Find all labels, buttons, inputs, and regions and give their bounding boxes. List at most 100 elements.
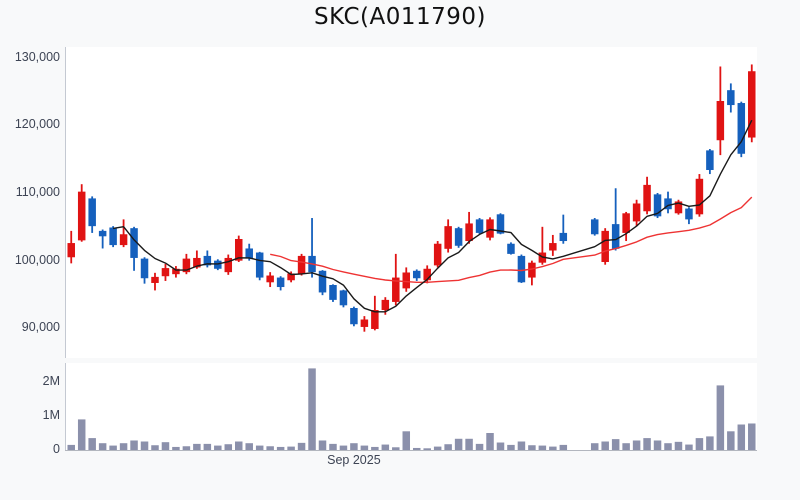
candle-body xyxy=(465,223,473,242)
volume-bar xyxy=(67,444,75,450)
volume-bar xyxy=(130,440,138,450)
volume-bar xyxy=(486,433,494,450)
candle-body xyxy=(318,270,327,293)
volume-bar xyxy=(77,419,86,450)
candle-body xyxy=(67,243,75,258)
volume-bar xyxy=(350,443,358,450)
volume-bar xyxy=(643,438,651,450)
candle-body xyxy=(601,230,609,263)
candle-body xyxy=(727,90,735,106)
volume-bar xyxy=(182,446,191,450)
volume-bar xyxy=(214,445,222,450)
candle-body xyxy=(664,198,672,210)
volume-bar xyxy=(308,368,316,450)
volume-bar xyxy=(528,445,536,450)
volume-bar xyxy=(276,446,285,450)
volume-bar xyxy=(371,446,379,450)
volume-bar xyxy=(664,443,672,450)
candle-body xyxy=(748,71,756,138)
candle-body xyxy=(109,227,117,246)
volume-bar xyxy=(329,443,337,450)
volume-bar xyxy=(674,441,683,450)
volume-bar xyxy=(402,431,411,450)
candle-body xyxy=(496,214,505,234)
candle-body xyxy=(590,219,599,235)
ma-short-line xyxy=(112,119,753,313)
candle-body xyxy=(245,248,253,259)
volume-bar xyxy=(496,442,505,450)
price-tick-label: 130,000 xyxy=(14,49,60,64)
candle-body xyxy=(350,308,358,325)
candle-body xyxy=(486,219,494,238)
volume-bar xyxy=(318,440,327,450)
candle-body xyxy=(371,310,379,329)
candle-body xyxy=(235,239,243,261)
candle-body xyxy=(255,252,264,278)
volume-bar xyxy=(423,448,431,450)
volume-bar xyxy=(601,441,609,450)
candle-wick xyxy=(562,214,565,244)
volume-tick-label: 0 xyxy=(53,442,60,456)
candle-body xyxy=(161,268,170,277)
volume-bar xyxy=(412,447,421,450)
candle-body xyxy=(193,257,201,268)
candle-body xyxy=(329,285,337,300)
price-tick-label: 110,000 xyxy=(15,185,60,199)
candle-body xyxy=(381,299,390,311)
price-tick-label: 100,000 xyxy=(14,252,60,267)
volume-bar xyxy=(119,443,128,450)
candle-body xyxy=(706,150,714,170)
volume-bar xyxy=(392,447,400,450)
candle-body xyxy=(287,273,295,281)
volume-bar xyxy=(88,438,96,450)
volume-bar xyxy=(695,438,704,450)
volume-bar xyxy=(433,446,442,450)
volume-bar xyxy=(737,424,746,450)
volume-bar xyxy=(381,444,390,450)
candle-body xyxy=(737,103,746,154)
volume-bar xyxy=(685,444,693,450)
candle-body xyxy=(632,203,641,222)
candle-body xyxy=(611,224,620,249)
candle-body xyxy=(454,228,463,246)
volume-bar xyxy=(193,443,201,450)
volume-panel xyxy=(66,363,757,451)
date-tick-label: Sep 2025 xyxy=(327,453,381,467)
volume-bar xyxy=(559,444,568,450)
candle-body xyxy=(423,268,431,281)
candle-body xyxy=(643,184,651,212)
volume-bar xyxy=(255,445,264,450)
volume-bar xyxy=(266,446,274,450)
candle-body xyxy=(88,198,96,227)
candle-body xyxy=(674,201,683,214)
price-panel xyxy=(66,47,757,358)
volume-bar xyxy=(235,441,243,450)
volume-bar xyxy=(454,438,463,450)
candle-body xyxy=(339,290,348,306)
candle-body xyxy=(549,243,557,251)
volume-bar xyxy=(297,442,306,450)
price-tick-label: 90,000 xyxy=(21,320,60,335)
volume-bar xyxy=(507,444,515,450)
volume-bar xyxy=(475,443,484,450)
volume-tick-label: 1M xyxy=(42,408,60,422)
candle-body xyxy=(172,268,180,275)
volume-bar xyxy=(109,445,117,450)
volume-bar xyxy=(622,443,630,450)
candle-body xyxy=(130,228,138,258)
volume-bar xyxy=(98,443,107,450)
volume-bar xyxy=(706,436,714,450)
candle-body xyxy=(360,319,369,327)
candle-body xyxy=(402,272,411,289)
candle-wick xyxy=(122,219,125,248)
ma-long-line xyxy=(270,196,753,283)
candle-body xyxy=(203,255,212,266)
candle-wick xyxy=(311,218,313,278)
volume-bar xyxy=(224,444,233,450)
volume-bar xyxy=(538,445,547,450)
volume-bar xyxy=(287,446,295,450)
candle-body xyxy=(297,255,306,274)
volume-bar xyxy=(549,446,557,450)
candle-body xyxy=(140,258,149,279)
